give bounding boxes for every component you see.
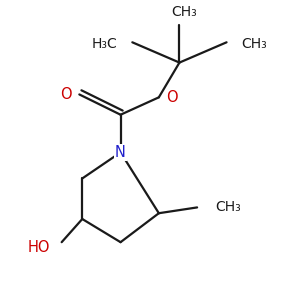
- Text: O: O: [166, 90, 178, 105]
- Text: H₃C: H₃C: [92, 37, 118, 51]
- Text: N: N: [115, 145, 126, 160]
- Text: O: O: [60, 87, 72, 102]
- Text: HO: HO: [27, 241, 50, 256]
- Text: CH₃: CH₃: [241, 37, 267, 51]
- Text: CH₃: CH₃: [171, 5, 197, 19]
- Text: CH₃: CH₃: [215, 200, 241, 214]
